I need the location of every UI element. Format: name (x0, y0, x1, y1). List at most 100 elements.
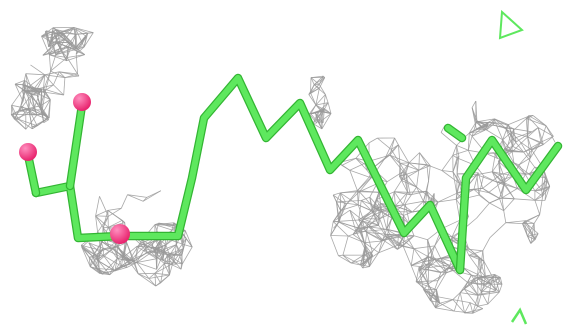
mesh-edge (511, 136, 528, 152)
mesh-edge (501, 188, 518, 199)
mesh-edge (27, 86, 38, 90)
mesh-edge (483, 277, 501, 286)
mesh-edge (452, 292, 461, 300)
mesh-edge (355, 157, 366, 165)
mesh-edge (393, 173, 407, 192)
mesh-edge (433, 193, 435, 199)
mesh-edge (484, 122, 489, 126)
mesh-edge (309, 111, 319, 115)
mesh-edge (109, 258, 118, 275)
mesh-edge (405, 173, 411, 195)
mesh-edge (150, 250, 160, 252)
mesh-edge (460, 292, 479, 296)
mesh-edge (322, 108, 325, 123)
mesh-edge (160, 239, 167, 246)
mesh-edge (435, 307, 455, 312)
mesh-edge (63, 77, 66, 96)
mesh-edge (422, 261, 430, 268)
mesh-edge (174, 244, 177, 255)
mesh-edge (419, 270, 424, 290)
mesh-edge (477, 290, 496, 296)
mesh-edge (362, 266, 370, 269)
mesh-edge (482, 237, 491, 251)
mesh-edge (403, 200, 424, 206)
mesh-edge (49, 33, 57, 44)
mesh-edge (138, 272, 155, 275)
mesh-edge (494, 274, 501, 278)
mesh-edge (32, 117, 50, 128)
mesh-edge (531, 141, 542, 151)
mesh-edge (428, 256, 433, 268)
mesh-edge (366, 223, 369, 233)
mesh-edge (473, 172, 479, 190)
mesh-edge (534, 190, 543, 197)
mesh-edge (452, 145, 457, 156)
mesh-edge (320, 108, 325, 112)
mesh-edge (505, 220, 526, 224)
mesh-edge (378, 192, 381, 204)
mesh-edge (423, 283, 429, 290)
mesh-edge (416, 186, 432, 199)
mesh-edge (332, 210, 341, 222)
mesh-edge (362, 255, 364, 266)
mesh-edge (44, 74, 65, 78)
mesh-edge (129, 260, 131, 265)
mesh-edge (355, 231, 366, 251)
mesh-edge (55, 28, 76, 34)
mesh-edge (92, 239, 103, 257)
mesh-edge (44, 74, 54, 86)
mesh-edge (18, 108, 29, 120)
mesh-edge (393, 191, 404, 206)
mesh-edge (338, 221, 357, 232)
mesh-edge (477, 291, 500, 296)
mesh-edge (28, 108, 33, 128)
mesh-edge (467, 132, 470, 151)
mesh-edge (352, 231, 366, 235)
mesh-edge (411, 256, 429, 266)
mesh-edge (63, 34, 66, 40)
mesh-edge (48, 27, 54, 47)
mesh-edge (136, 262, 150, 279)
mesh-edge (33, 92, 41, 109)
mesh-edge (107, 210, 125, 223)
mesh-edge (336, 201, 341, 211)
mesh-edge (75, 36, 87, 55)
mesh-edge (544, 180, 548, 201)
mesh-edge (511, 118, 527, 133)
mesh-edge (386, 234, 398, 250)
mesh-edge (182, 233, 184, 249)
fragment-triangle (498, 9, 524, 40)
mesh-edge (44, 71, 60, 76)
mesh-edge (470, 282, 479, 296)
mesh-edge (403, 203, 406, 216)
mesh-edge (349, 169, 370, 178)
carbon-o-bond-2 (67, 102, 85, 189)
mesh-edge (419, 152, 428, 165)
mesh-edge (310, 77, 315, 85)
mesh-edge (413, 248, 429, 258)
mesh-edge (527, 127, 539, 138)
mesh-edge (528, 115, 547, 127)
mesh-edge (75, 28, 85, 48)
mesh-edge (522, 214, 540, 224)
mesh-edge (11, 90, 23, 106)
mesh-edge (499, 277, 503, 285)
mesh-edge (119, 253, 131, 261)
mesh-edge (480, 270, 486, 277)
mesh-edge (378, 225, 387, 238)
mesh-edge (136, 258, 157, 263)
mesh-edge (55, 33, 65, 35)
mesh-edge (540, 135, 554, 143)
mesh-edge (401, 162, 410, 181)
mesh-edge (514, 198, 535, 201)
mesh-edge (479, 271, 485, 286)
mesh-edge (332, 194, 337, 203)
mesh-edge (327, 102, 332, 114)
mesh-edge (502, 131, 512, 141)
mesh-edge (108, 242, 116, 248)
mesh-edge (452, 154, 458, 159)
mesh-edge (315, 94, 326, 106)
mesh-edge (92, 246, 110, 257)
mesh-edge (97, 216, 109, 233)
